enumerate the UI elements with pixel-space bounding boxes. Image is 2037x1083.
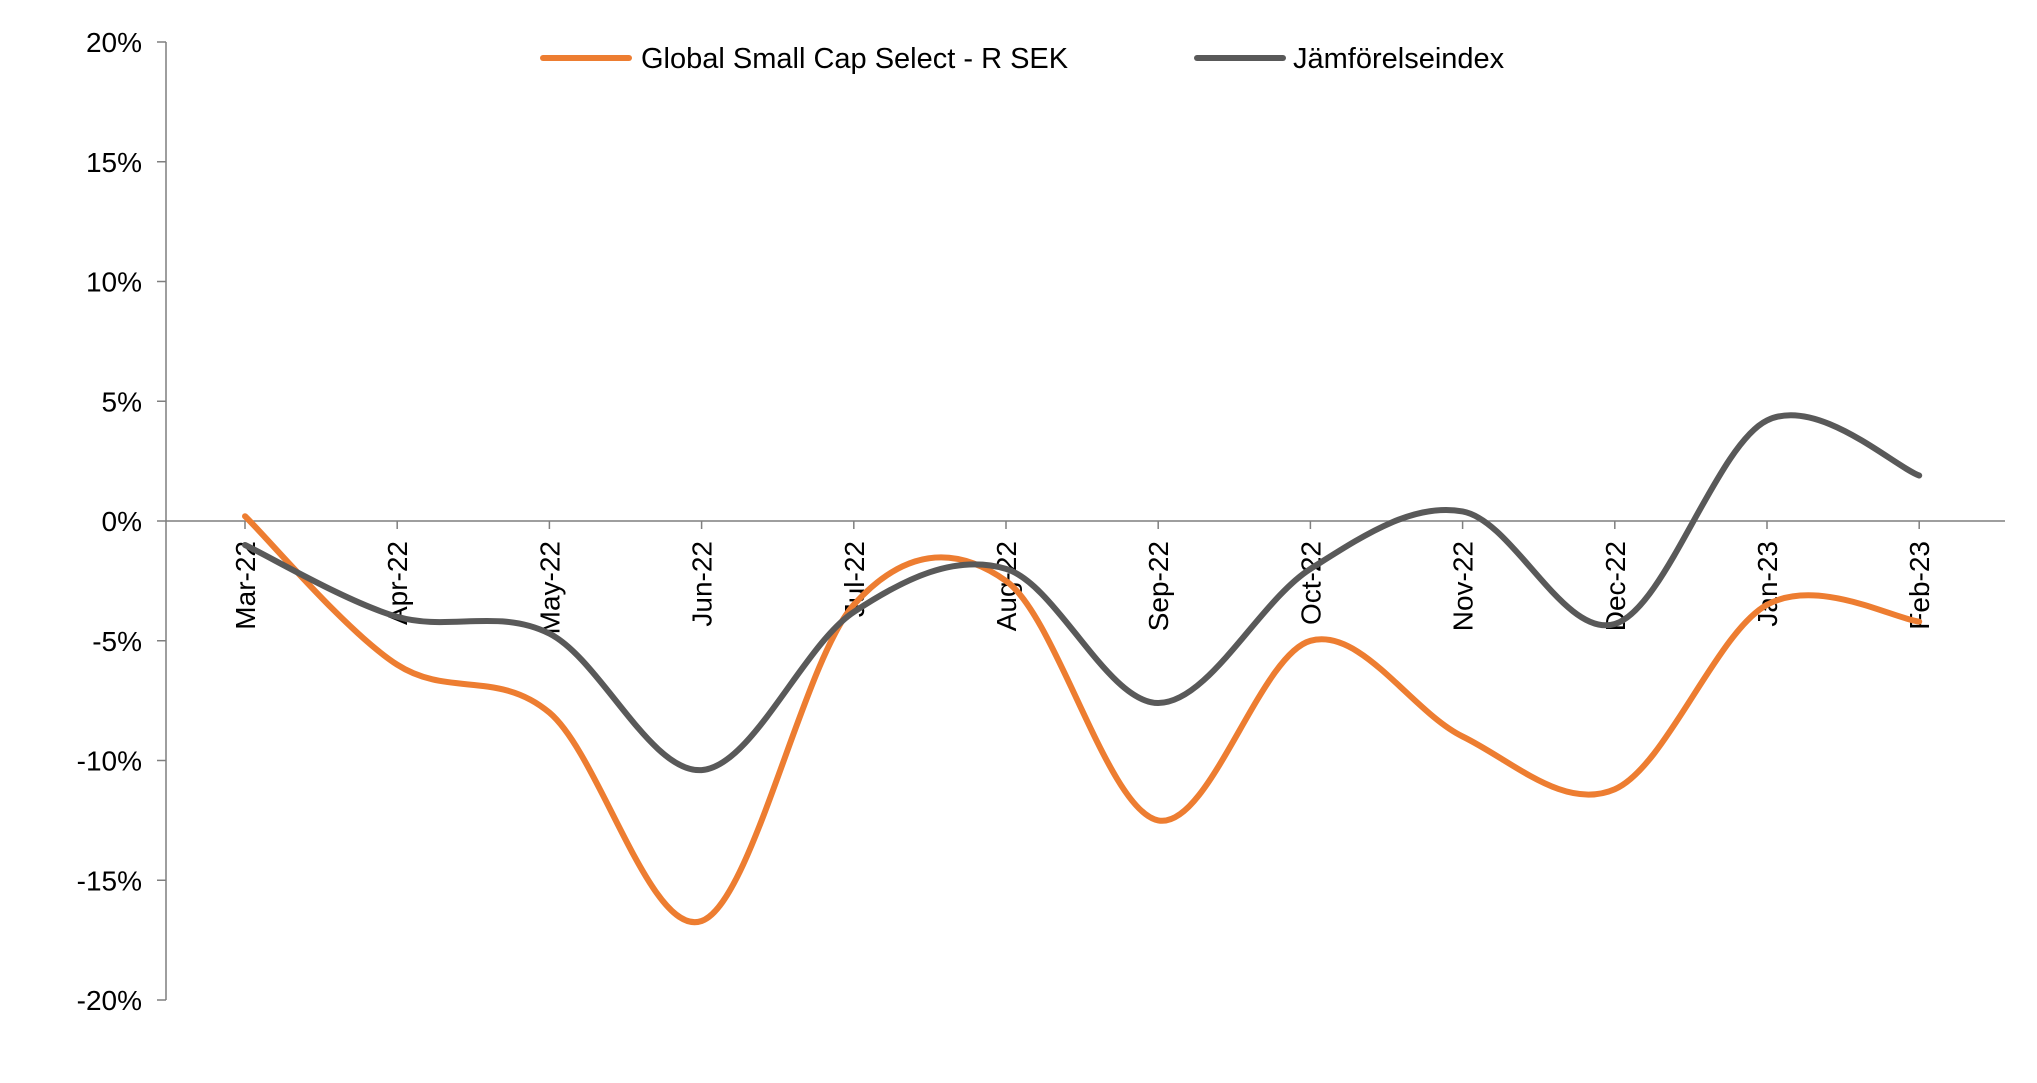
y-tick-label: 0% xyxy=(102,506,142,537)
x-tick-label: Nov-22 xyxy=(1448,541,1479,631)
series-line-1 xyxy=(242,513,1923,926)
y-tick-label: 10% xyxy=(86,267,142,298)
x-tick-label: Mar-22 xyxy=(230,541,261,630)
series-line-2 xyxy=(242,412,1923,774)
series-layer xyxy=(242,412,1923,926)
x-tick-label: Feb-23 xyxy=(1904,541,1935,630)
x-tick-label: Jun-22 xyxy=(687,541,718,627)
x-tick-label: May-22 xyxy=(534,541,565,634)
x-tick-label: Aug-22 xyxy=(991,541,1022,631)
y-tick-label: 15% xyxy=(86,147,142,178)
x-tick-label: Oct-22 xyxy=(1295,541,1326,625)
y-tick-label: -20% xyxy=(77,985,142,1016)
y-tick-label: 5% xyxy=(102,386,142,417)
y-tick-label: -10% xyxy=(77,746,142,777)
y-axis: 20% 15% 10% 5% 0% -5% -10% -15% -20% xyxy=(77,27,167,1016)
legend-label-2: Jämförelseindex xyxy=(1293,43,1505,75)
y-tick-label: -5% xyxy=(92,626,142,657)
x-tick-label: Sep-22 xyxy=(1143,541,1174,631)
x-axis: Mar-22 Apr-22 May-22 Jun-22 Jul-22 Aug-22 Sep-… xyxy=(166,520,2005,634)
y-tick-label: -15% xyxy=(77,865,142,896)
legend: Global Small Cap Select - R SEK Jämförels… xyxy=(540,43,1505,75)
legend-label-1: Global Small Cap Select - R SEK xyxy=(641,43,1069,75)
y-tick-label: 20% xyxy=(86,27,142,58)
